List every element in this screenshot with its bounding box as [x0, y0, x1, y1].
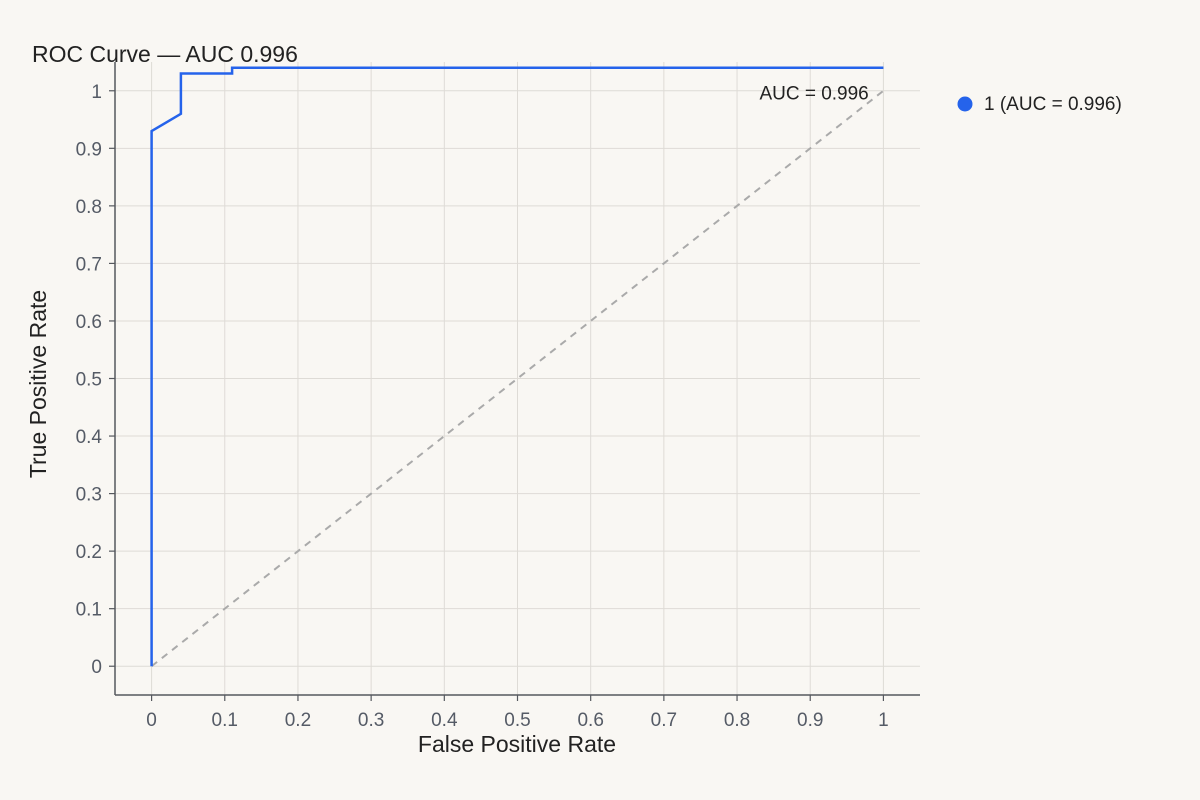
y-tick-label: 0.6	[76, 312, 102, 333]
y-tick-label: 0.5	[76, 370, 102, 391]
auc-annotation: AUC = 0.996	[759, 83, 868, 104]
y-tick-label: 0.7	[76, 254, 102, 275]
chart-title: ROC Curve — AUC 0.996	[32, 41, 298, 67]
y-tick-label: 0.3	[76, 485, 102, 506]
legend-label-1: 1 (AUC = 0.996)	[984, 94, 1122, 115]
x-tick-label: 0.9	[797, 710, 823, 731]
y-axis-title: True Positive Rate	[25, 290, 51, 478]
x-tick-label: 0.4	[431, 710, 458, 731]
x-axis-title: False Positive Rate	[418, 731, 616, 757]
x-tick-label: 0.8	[724, 710, 750, 731]
y-tick-label: 0.1	[76, 600, 102, 621]
tick-labels: 0 0.1 0.2 0.3 0.4 0.5 0.6 0.7 0.8 0.9 1 0 0.1 0.2 0.3 0…	[76, 82, 889, 731]
legend-marker-1	[957, 96, 973, 112]
x-tick-label: 0	[146, 710, 157, 731]
axes	[109, 62, 920, 701]
x-tick-label: 0.1	[212, 710, 238, 731]
grid	[115, 62, 920, 695]
series-layer	[150, 66, 884, 667]
x-tick-label: 0.3	[358, 710, 384, 731]
y-tick-label: 0.2	[76, 542, 102, 563]
x-tick-label: 0.7	[651, 710, 677, 731]
x-tick-label: 0.6	[577, 710, 603, 731]
y-tick-label: 0.9	[76, 139, 102, 160]
y-tick-label: 0	[91, 657, 102, 678]
x-tick-label: 1	[878, 710, 889, 731]
y-tick-label: 1	[91, 82, 102, 103]
roc-curve-series-1	[150, 66, 884, 667]
x-tick-label: 0.2	[285, 710, 311, 731]
x-tick-label: 0.5	[504, 710, 530, 731]
legend[interactable]: 1 (AUC = 0.996)	[957, 94, 1122, 115]
y-tick-label: 0.4	[76, 427, 103, 448]
y-tick-label: 0.8	[76, 197, 102, 218]
